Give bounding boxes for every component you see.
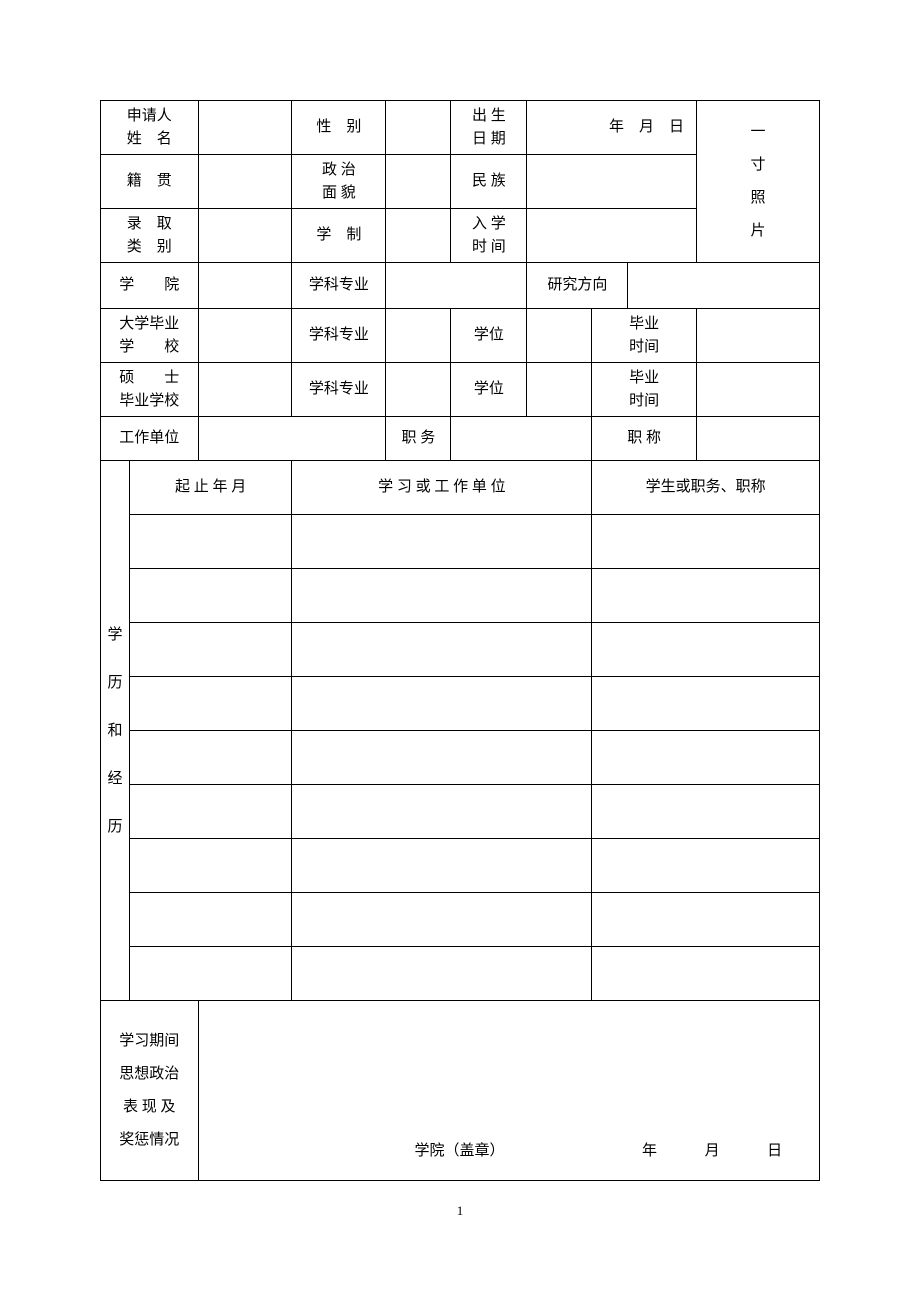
label-degree-1: 学位: [451, 309, 527, 363]
label-ethnicity: 民 族: [451, 155, 527, 209]
label-edu-history: 学历和经历: [101, 461, 130, 1001]
label-grad-time-1: 毕业 时间: [592, 309, 697, 363]
value-grad-time-1[interactable]: [697, 309, 820, 363]
value-master-school[interactable]: [198, 363, 292, 417]
label-grad-time-2: 毕业 时间: [592, 363, 697, 417]
value-political[interactable]: [386, 155, 451, 209]
label-native-place: 籍 贯: [101, 155, 199, 209]
stamp-day: 日: [767, 1143, 782, 1159]
value-native-place[interactable]: [198, 155, 292, 209]
label-student-position: 学生或职务、职称: [592, 461, 820, 515]
value-subject-1[interactable]: [386, 263, 527, 309]
label-gender: 性 别: [292, 101, 386, 155]
label-enroll-time: 入 学 时 间: [451, 209, 527, 263]
value-degree-1[interactable]: [527, 309, 592, 363]
page-number: 1: [100, 1203, 820, 1219]
value-applicant-name[interactable]: [198, 101, 292, 155]
history-row[interactable]: [101, 893, 820, 947]
history-row[interactable]: [101, 677, 820, 731]
value-grad-univ[interactable]: [198, 309, 292, 363]
history-row[interactable]: [101, 515, 820, 569]
label-research-dir: 研究方向: [527, 263, 628, 309]
value-position[interactable]: [451, 417, 592, 461]
label-political: 政 治 面 貌: [292, 155, 386, 209]
value-gender[interactable]: [386, 101, 451, 155]
value-subject-3[interactable]: [386, 363, 451, 417]
value-title[interactable]: [697, 417, 820, 461]
value-college[interactable]: [198, 263, 292, 309]
value-grad-time-2[interactable]: [697, 363, 820, 417]
label-grad-univ: 大学毕业 学 校: [101, 309, 199, 363]
label-school-system: 学 制: [292, 209, 386, 263]
value-enroll-time[interactable]: [527, 209, 697, 263]
label-applicant-name: 申请人 姓 名: [101, 101, 199, 155]
value-subject-2[interactable]: [386, 309, 451, 363]
label-subject-1: 学科专业: [292, 263, 386, 309]
history-row[interactable]: [101, 785, 820, 839]
history-row[interactable]: [101, 569, 820, 623]
history-row[interactable]: [101, 623, 820, 677]
stamp-year: 年: [642, 1143, 657, 1159]
value-admission-type[interactable]: [198, 209, 292, 263]
value-birth-date[interactable]: 年 月 日: [527, 101, 697, 155]
value-work-unit[interactable]: [198, 417, 386, 461]
history-row[interactable]: [101, 731, 820, 785]
stamp-month: 月: [705, 1143, 720, 1159]
history-row[interactable]: [101, 947, 820, 1001]
application-form-table: 申请人 姓 名 性 别 出 生 日 期 年 月 日 一 寸 照 片 籍 贯 政 …: [100, 100, 820, 1181]
label-birth-date: 出 生 日 期: [451, 101, 527, 155]
label-period: 起 止 年 月: [129, 461, 292, 515]
value-ethnicity[interactable]: [527, 155, 697, 209]
label-master-school: 硕 士 毕业学校: [101, 363, 199, 417]
performance-content[interactable]: 学院（盖章） 年 月 日: [198, 1001, 819, 1181]
label-subject-3: 学科专业: [292, 363, 386, 417]
value-research-dir[interactable]: [628, 263, 820, 309]
label-admission-type: 录 取 类 别: [101, 209, 199, 263]
label-study-work-unit: 学 习 或 工 作 单 位: [292, 461, 592, 515]
label-position: 职 务: [386, 417, 451, 461]
stamp-college-label: 学院（盖章）: [415, 1143, 505, 1159]
label-title: 职 称: [592, 417, 697, 461]
history-row[interactable]: [101, 839, 820, 893]
photo-placeholder: 一 寸 照 片: [697, 101, 820, 263]
label-college: 学 院: [101, 263, 199, 309]
label-degree-2: 学位: [451, 363, 527, 417]
label-performance: 学习期间 思想政治 表 现 及 奖惩情况: [101, 1001, 199, 1181]
value-degree-2[interactable]: [527, 363, 592, 417]
label-work-unit: 工作单位: [101, 417, 199, 461]
label-subject-2: 学科专业: [292, 309, 386, 363]
value-school-system[interactable]: [386, 209, 451, 263]
